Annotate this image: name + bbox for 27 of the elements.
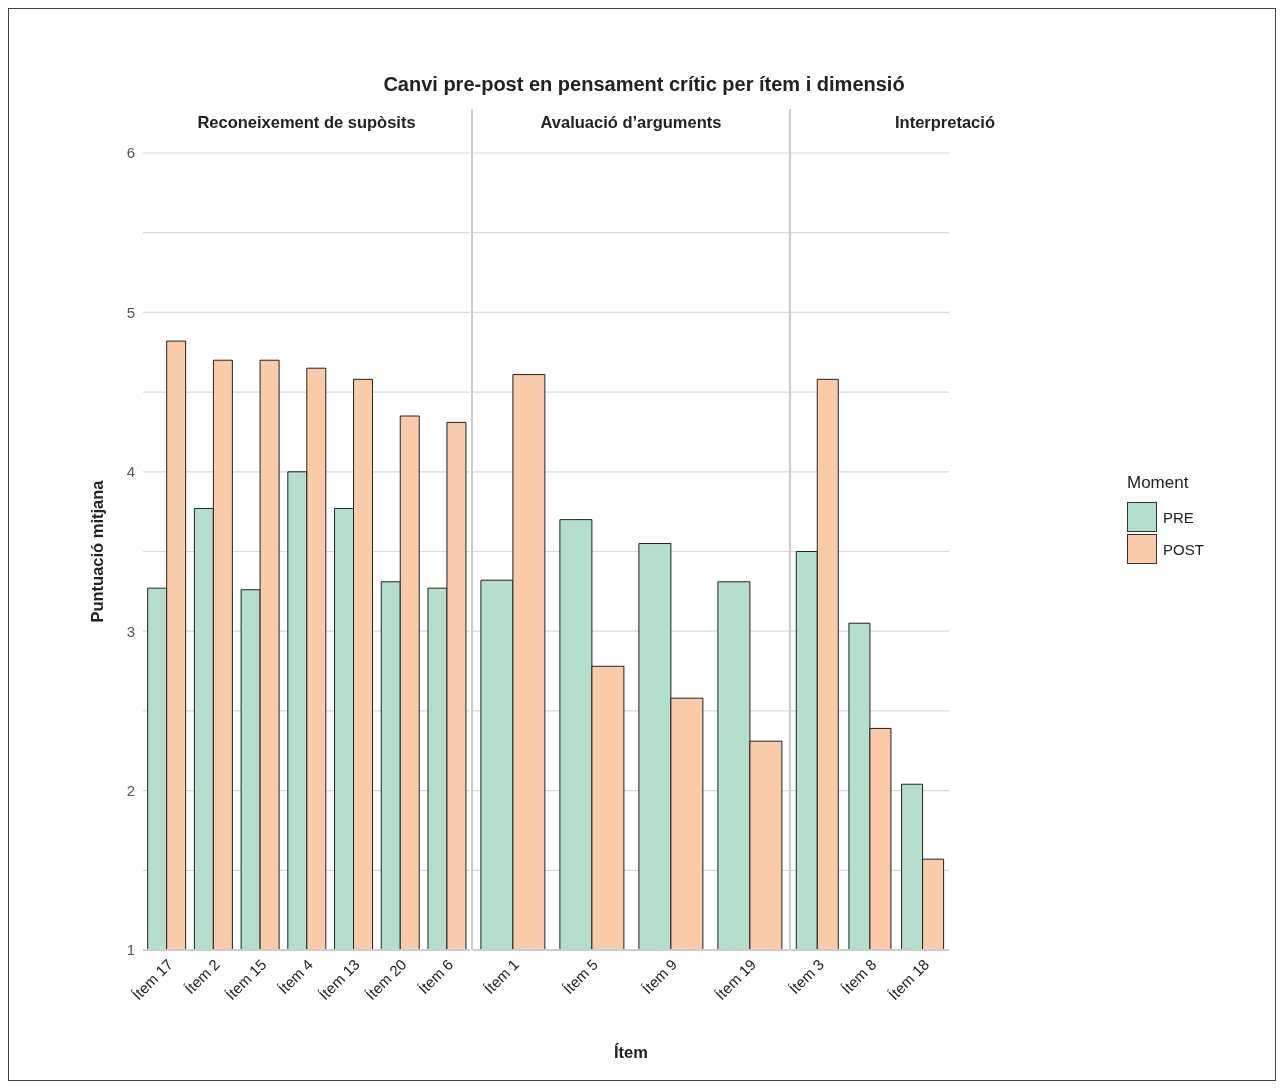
y-tick-label: 4 [126, 463, 135, 481]
legend-label: POST [1163, 540, 1204, 558]
x-tick-label: Ítem 4 [274, 955, 317, 998]
x-axis-title: Ítem [613, 1043, 649, 1062]
y-axis-title: Puntuació mitjana [87, 478, 107, 625]
x-tick-label: Ítem 15 [222, 955, 270, 1004]
x-tick-label: Ítem 18 [884, 955, 933, 1004]
legend-label: PRE [1163, 508, 1194, 526]
x-tick-label: Ítem 8 [838, 955, 880, 998]
x-tick-label: Ítem 6 [414, 955, 457, 998]
chart-subtitle: Reconeixement de supòsits [196, 113, 417, 132]
x-tick-label: Ítem 13 [315, 955, 363, 1004]
x-tick-label: Ítem 19 [711, 955, 760, 1004]
legend-title: Moment [1127, 473, 1190, 493]
y-tick-label: 5 [126, 303, 135, 321]
x-tick-label: Ítem 5 [559, 955, 602, 998]
y-tick-label: 3 [126, 622, 135, 640]
x-tick-label: Ítem 3 [785, 955, 827, 998]
x-tick-label: Ítem 1 [480, 955, 523, 998]
x-tick-label: Ítem 20 [362, 955, 410, 1004]
y-tick-label: 2 [126, 781, 135, 799]
text: Canvi pre-post en pensament crític per ítem i dimensió [382, 73, 906, 96]
x-tick-label: Ítem 2 [181, 955, 223, 998]
chart-subtitle: Interpretació [894, 113, 996, 132]
y-tick-label: 6 [126, 144, 135, 162]
chart-subtitle: Avaluació d’arguments [539, 113, 723, 132]
x-tick-label: Ítem 9 [638, 955, 681, 998]
